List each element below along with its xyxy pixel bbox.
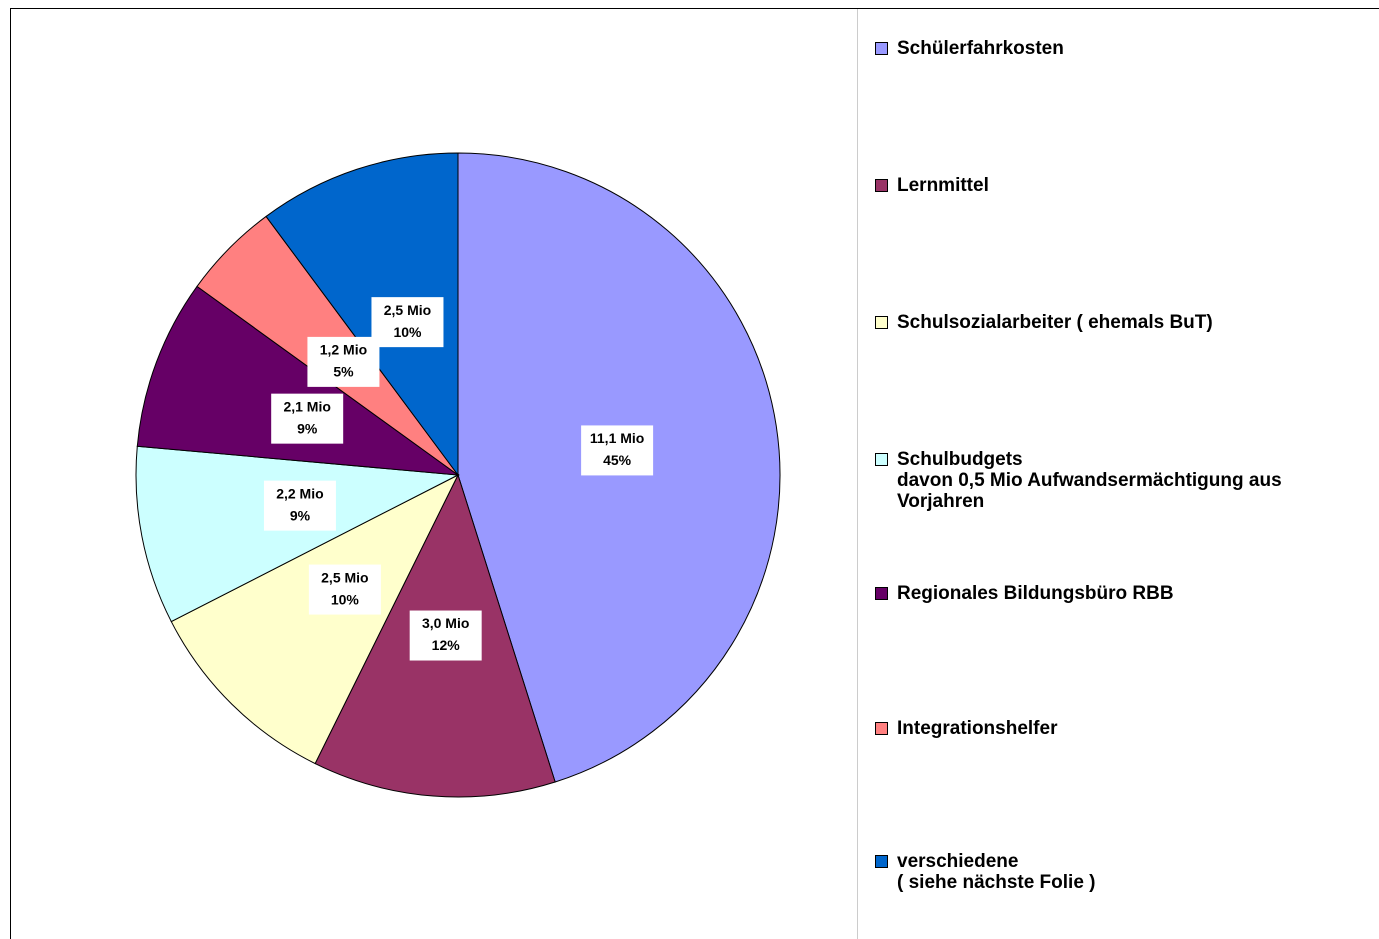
data-label-box [371, 297, 444, 348]
data-label-value: 11,1 Mio [590, 430, 644, 446]
data-label-value: 3,0 Mio [422, 615, 469, 631]
data-label-share: 5% [333, 364, 354, 380]
legend-label: Schulsozialarbeiter ( ehemals BuT) [897, 312, 1213, 333]
data-label-box [409, 610, 482, 661]
data-label-value: 2,5 Mio [384, 302, 431, 318]
legend-label: Regionales Bildungsbüro RBB [897, 583, 1174, 604]
legend-item: Integrationshelfer [875, 718, 1057, 739]
data-label-box [307, 336, 380, 387]
legend-label: Lernmittel [897, 175, 989, 196]
data-label-value: 2,2 Mio [276, 485, 323, 501]
legend-item: Schülerfahrkosten [875, 38, 1064, 59]
pie-slice [135, 445, 460, 623]
legend-item: Schulsozialarbeiter ( ehemals BuT) [875, 312, 1213, 333]
data-label-share: 10% [331, 591, 360, 607]
legend-swatch [875, 316, 888, 329]
legend-swatch [875, 722, 888, 735]
data-label-value: 2,5 Mio [321, 569, 368, 585]
pie-slice [136, 285, 460, 476]
data-label-share: 12% [432, 637, 461, 653]
data-label-share: 10% [393, 324, 422, 340]
data-label-box [581, 425, 654, 476]
pie-slice [170, 473, 460, 765]
data-label-share: 9% [290, 507, 311, 523]
legend-item: Schulbudgets davon 0,5 Mio Aufwandsermäc… [875, 449, 1282, 512]
legend-label: verschiedene ( siehe nächste Folie ) [897, 851, 1096, 893]
pie-slice [265, 152, 459, 477]
legend-swatch [875, 587, 888, 600]
data-label-value: 1,2 Mio [320, 342, 367, 358]
legend-swatch [875, 855, 888, 868]
legend-label: Schulbudgets davon 0,5 Mio Aufwandsermäc… [897, 449, 1282, 512]
legend-swatch [875, 42, 888, 55]
legend-label: Schülerfahrkosten [897, 38, 1064, 59]
data-label-value: 2,1 Mio [283, 398, 330, 414]
data-label-box [271, 393, 344, 444]
legend-label: Integrationshelfer [897, 718, 1058, 739]
data-label-share: 9% [297, 420, 318, 436]
data-label-box [263, 480, 336, 531]
legend-swatch [875, 453, 888, 466]
legend-item: verschiedene ( siehe nächste Folie ) [875, 851, 1096, 893]
legend-item: Regionales Bildungsbüro RBB [875, 583, 1174, 604]
data-label-share: 45% [603, 452, 632, 468]
legend-swatch [875, 179, 888, 192]
legend-item: Lernmittel [875, 175, 989, 196]
data-label-box [308, 564, 381, 615]
